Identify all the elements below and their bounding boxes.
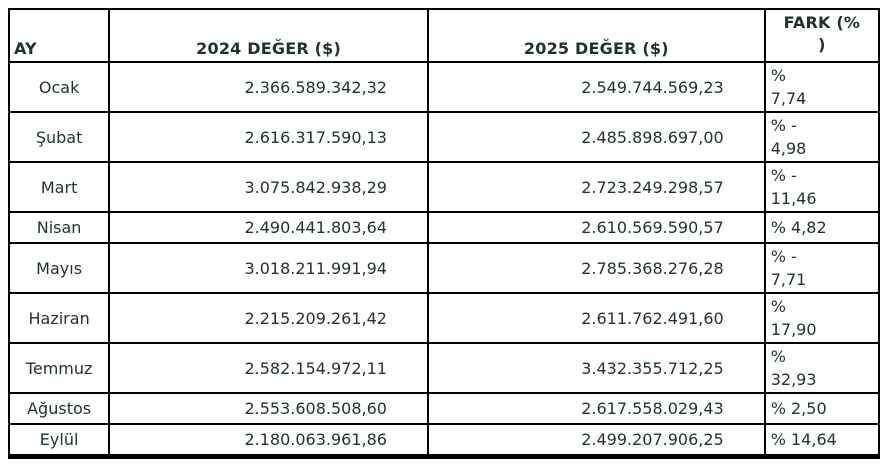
cell-month: Eylül [7, 423, 111, 458]
cell-2024-value: 3.075.842.938,29 [108, 161, 429, 213]
cell-2024-value: 3.018.211.991,94 [108, 242, 429, 294]
table-row: Nisan 2.490.441.803,64 2.610.569.590,57 … [7, 211, 881, 244]
cell-month: Nisan [7, 211, 111, 244]
table-row: Mayıs 3.018.211.991,94 2.785.368.276,28 … [7, 242, 881, 294]
cell-2025-value: 2.617.558.029,43 [426, 392, 766, 425]
cell-month: Temmuz [7, 342, 111, 394]
table-row: Temmuz 2.582.154.972,11 3.432.355.712,25… [7, 342, 881, 394]
col-header-2024-deger: 2024 DEĞER ($) [108, 8, 429, 63]
col-header-ay: AY [7, 8, 111, 63]
cell-fark: % - 4,98 [763, 111, 881, 163]
cell-month: Haziran [7, 292, 111, 344]
cell-2025-value: 2.611.762.491,60 [426, 292, 766, 344]
table-row: Haziran 2.215.209.261,42 2.611.762.491,6… [7, 292, 881, 344]
cell-2025-value: 2.610.569.590,57 [426, 211, 766, 244]
cell-fark: % 4,82 [763, 211, 881, 244]
cell-2024-value: 2.553.608.508,60 [108, 392, 429, 425]
cell-2025-value: 2.549.744.569,23 [426, 61, 766, 113]
table-row: Şubat 2.616.317.590,13 2.485.898.697,00 … [7, 111, 881, 163]
header-row: AY 2024 DEĞER ($) 2025 DEĞER ($) FARK (%… [7, 8, 881, 63]
cell-fark: % 17,90 [763, 292, 881, 344]
cell-2024-value: 2.180.063.961,86 [108, 423, 429, 458]
cell-2025-value: 2.485.898.697,00 [426, 111, 766, 163]
cell-2025-value: 2.785.368.276,28 [426, 242, 766, 294]
cell-2025-value: 2.723.249.298,57 [426, 161, 766, 213]
cell-month: Mart [7, 161, 111, 213]
table-row: Ocak 2.366.589.342,32 2.549.744.569,23 %… [7, 61, 881, 113]
cell-month: Mayıs [7, 242, 111, 294]
cell-fark: % 14,64 [763, 423, 881, 458]
cell-2024-value: 2.616.317.590,13 [108, 111, 429, 163]
table-row: Mart 3.075.842.938,29 2.723.249.298,57 %… [7, 161, 881, 213]
cell-month: Ocak [7, 61, 111, 113]
cell-2024-value: 2.490.441.803,64 [108, 211, 429, 244]
col-header-fark: FARK (% ) [763, 8, 881, 63]
cell-month: Ağustos [7, 392, 111, 425]
cell-fark: % 7,74 [763, 61, 881, 113]
cell-2024-value: 2.366.589.342,32 [108, 61, 429, 113]
cell-2025-value: 3.432.355.712,25 [426, 342, 766, 394]
cell-fark: % 32,93 [763, 342, 881, 394]
cell-month: Şubat [7, 111, 111, 163]
cell-fark: % - 11,46 [763, 161, 881, 213]
cell-fark: % - 7,71 [763, 242, 881, 294]
table-row: Ağustos 2.553.608.508,60 2.617.558.029,4… [7, 392, 881, 425]
cell-fark: % 2,50 [763, 392, 881, 425]
cell-2024-value: 2.215.209.261,42 [108, 292, 429, 344]
table-row: Eylül 2.180.063.961,86 2.499.207.906,25 … [7, 423, 881, 458]
cell-2024-value: 2.582.154.972,11 [108, 342, 429, 394]
col-header-2025-deger: 2025 DEĞER ($) [426, 8, 766, 63]
monthly-value-table: AY 2024 DEĞER ($) 2025 DEĞER ($) FARK (%… [7, 8, 881, 459]
cell-2025-value: 2.499.207.906,25 [426, 423, 766, 458]
